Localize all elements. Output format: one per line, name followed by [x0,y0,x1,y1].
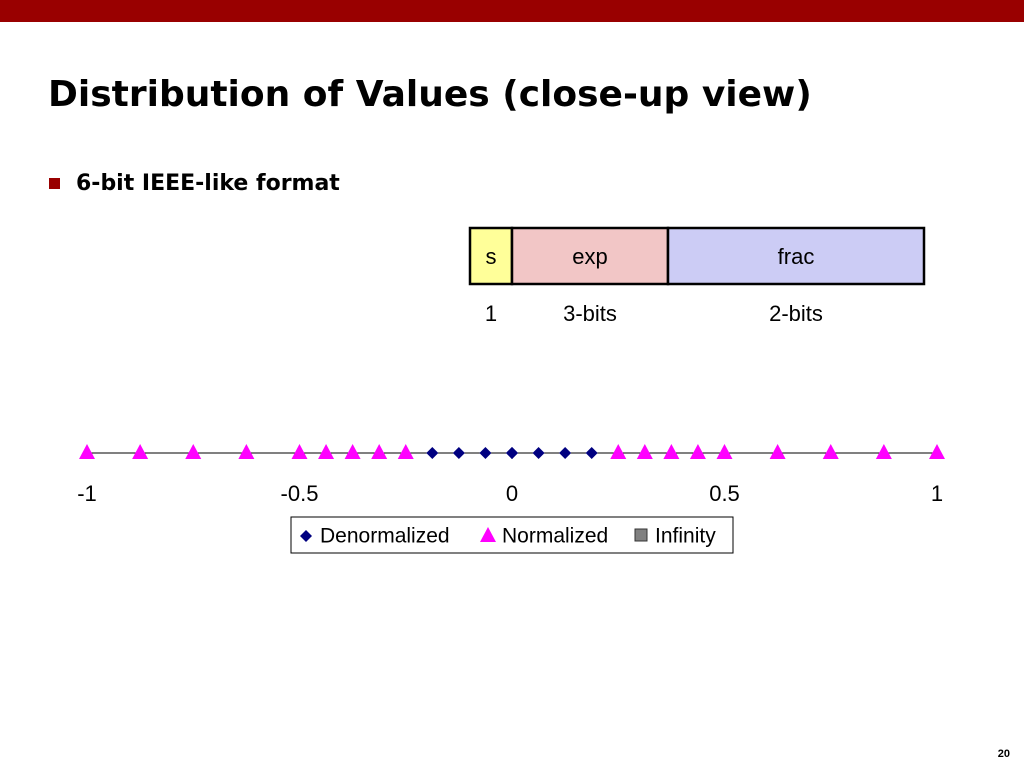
legend-label: Infinity [655,525,716,548]
triangle-point [371,444,388,459]
triangle-point [132,444,149,459]
field-name: frac [778,244,815,269]
triangle-point [663,444,680,459]
triangle-point [238,444,255,459]
legend-marker [634,528,648,542]
diamond-point [559,447,572,459]
triangle-point [610,444,627,459]
diamond-point [479,447,492,459]
triangle-point [291,444,308,459]
legend-label: Denormalized [320,525,450,548]
field-name: s [486,244,497,269]
diamond-point [452,447,465,459]
x-tick-label: 0.5 [709,481,740,506]
top-bar [0,0,1024,22]
chart: -1 -0.5 0 0.5 1 Denormalized Normalized Infinit… [77,444,945,554]
slide-title: Distribution of Values (close-up view) [48,74,812,115]
x-tick-label: -0.5 [281,481,319,506]
field-bits: 2-bits [769,301,823,326]
triangle-point [397,444,414,459]
field-bits: 1 [485,301,497,326]
diamond-point [585,447,598,459]
bullet-marker [49,178,60,189]
x-tick-label: -1 [77,481,97,506]
triangle-point [79,444,95,459]
legend-box [290,516,734,554]
format-diagram: s 1 exp 3-bits frac 2-bits [468,226,926,326]
triangle-point [318,444,335,459]
x-tick-label: 0 [506,481,518,506]
triangle-point [929,444,945,459]
field-box [510,226,670,286]
field-box [666,226,926,286]
triangle-point [185,444,202,459]
legend-marker [300,530,312,542]
bullet-text: 6-bit IEEE-like format [76,171,340,196]
page-number: 20 [998,748,1010,760]
diamond-point [532,447,545,459]
x-tick-label: 1 [931,481,943,506]
legend-marker [480,527,496,542]
triangle-point [875,444,892,459]
legend-label: Normalized [502,525,608,548]
diamond-point [426,447,439,459]
triangle-point [636,444,653,459]
field-box [468,226,514,286]
triangle-point [689,444,706,459]
field-name: exp [572,244,607,269]
field-bits: 3-bits [563,301,617,326]
triangle-point [344,444,361,459]
diamond-point [506,447,518,459]
triangle-point [769,444,786,459]
triangle-point [716,444,733,459]
triangle-point [822,444,839,459]
